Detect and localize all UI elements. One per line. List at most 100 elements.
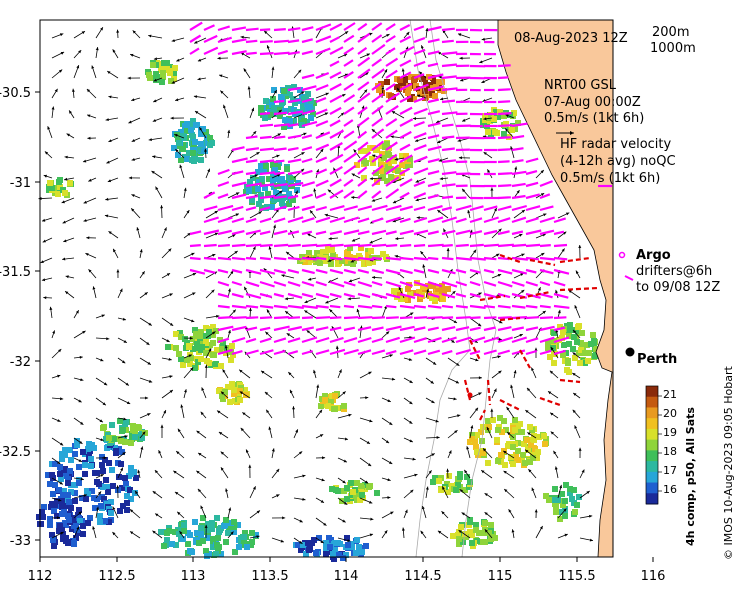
current-arrow-head [258,211,262,215]
hf-arrow [399,217,411,224]
current-arrow-head [394,254,398,258]
current-arrow-head [131,139,135,142]
sst-cell [177,330,183,336]
hf-arrow [371,164,384,175]
sst-cell [592,353,598,359]
current-arrow-head [78,399,82,403]
hf-arrow [315,192,327,200]
hf-arrow [413,337,427,344]
current-arrow-head [563,508,567,512]
sst-cell [92,470,98,476]
hf-arrow [413,120,425,128]
hf-arrow [511,194,526,200]
sst-cell [101,496,107,502]
hf-arrow [371,140,385,151]
sst-cell [72,451,78,457]
current-arrow-head [155,513,159,517]
current-arrow-head [438,75,442,79]
hf-arrow [441,350,453,356]
hf-arrow [371,190,382,199]
current-arrow-head [123,340,127,343]
hf-arrow [553,280,566,287]
current-arrow-head [573,329,577,334]
sst-cell [515,448,521,454]
hf-arrow [525,349,538,356]
hf-arrow [287,216,304,224]
drifter-track [479,409,486,421]
hf-arrow [441,159,457,164]
hf-arrow [357,106,368,115]
sst-cell [290,96,296,102]
current-arrow-head [347,539,351,542]
sst-cell [569,496,575,502]
hf-arrow [455,256,472,261]
x-tick-label: 114.5 [404,569,441,584]
hf-arrow [315,71,330,80]
hf-arrow [315,268,328,274]
sst-cell [503,121,509,127]
current-arrow-head [416,216,420,220]
current-arrow-head [475,407,478,411]
hf-arrow [273,304,288,309]
hf-arrow [455,229,471,236]
sst-cell [259,176,265,182]
current-arrow-head [539,526,543,530]
current-arrow-head [92,526,96,530]
drifter-track [539,396,561,407]
current-arrow-head [528,469,532,473]
sst-cell [198,356,204,362]
sst-cell [117,508,123,514]
hf-arrow [231,230,245,236]
hf-arrow [357,280,373,288]
sst-cell [528,442,534,448]
current-arrow-head [200,505,204,509]
sst-cell [188,355,194,361]
hf-arrow [259,159,275,164]
hf-arrow [357,141,369,151]
hf-arrow [483,316,497,320]
hf-arrow [553,268,570,275]
hf-arrow [231,304,247,309]
hf-arrow [553,230,565,236]
hf-arrow [385,350,397,356]
hf-arrow [357,256,374,261]
sst-cell [47,180,53,186]
sst-cell [331,540,337,546]
current-arrow-head [453,320,457,323]
colorbar-segment [646,450,658,462]
current-arrow-head [195,111,199,114]
hf-arrow [427,98,440,104]
hf-arrow [483,336,500,344]
hf-arrow [343,280,356,287]
current-arrow-head [464,469,468,474]
hf-arrow [357,47,368,55]
current-arrow-head [299,519,303,523]
sst-cell [322,397,328,403]
x-tick-label: 112 [28,569,53,584]
sst-cell [286,201,292,207]
sst-cell [527,459,533,465]
sst-cell [467,479,473,485]
current-arrow-head [147,413,151,416]
sst-cell [542,441,548,447]
sst-cell [379,151,385,157]
hf-arrow [357,22,368,31]
sst-cell [83,496,89,502]
current-arrow-head [497,355,501,359]
current-arrow-head [390,511,394,515]
sst-cell [116,474,122,480]
current-arrow-head [503,470,507,474]
current-arrow-head [370,517,374,521]
current-arrow-head [462,188,466,193]
sst-cell [517,421,523,427]
hf-arrow [427,205,443,212]
sst-cell [279,96,285,102]
sst-cell [231,519,237,525]
current-arrow-head [478,392,482,396]
sst-cell [281,88,287,94]
hf-arrow [385,316,399,320]
hf-arrow [301,109,315,116]
current-arrow-head [342,519,346,523]
sst-cell [181,528,187,534]
current-arrow-head [57,374,61,378]
